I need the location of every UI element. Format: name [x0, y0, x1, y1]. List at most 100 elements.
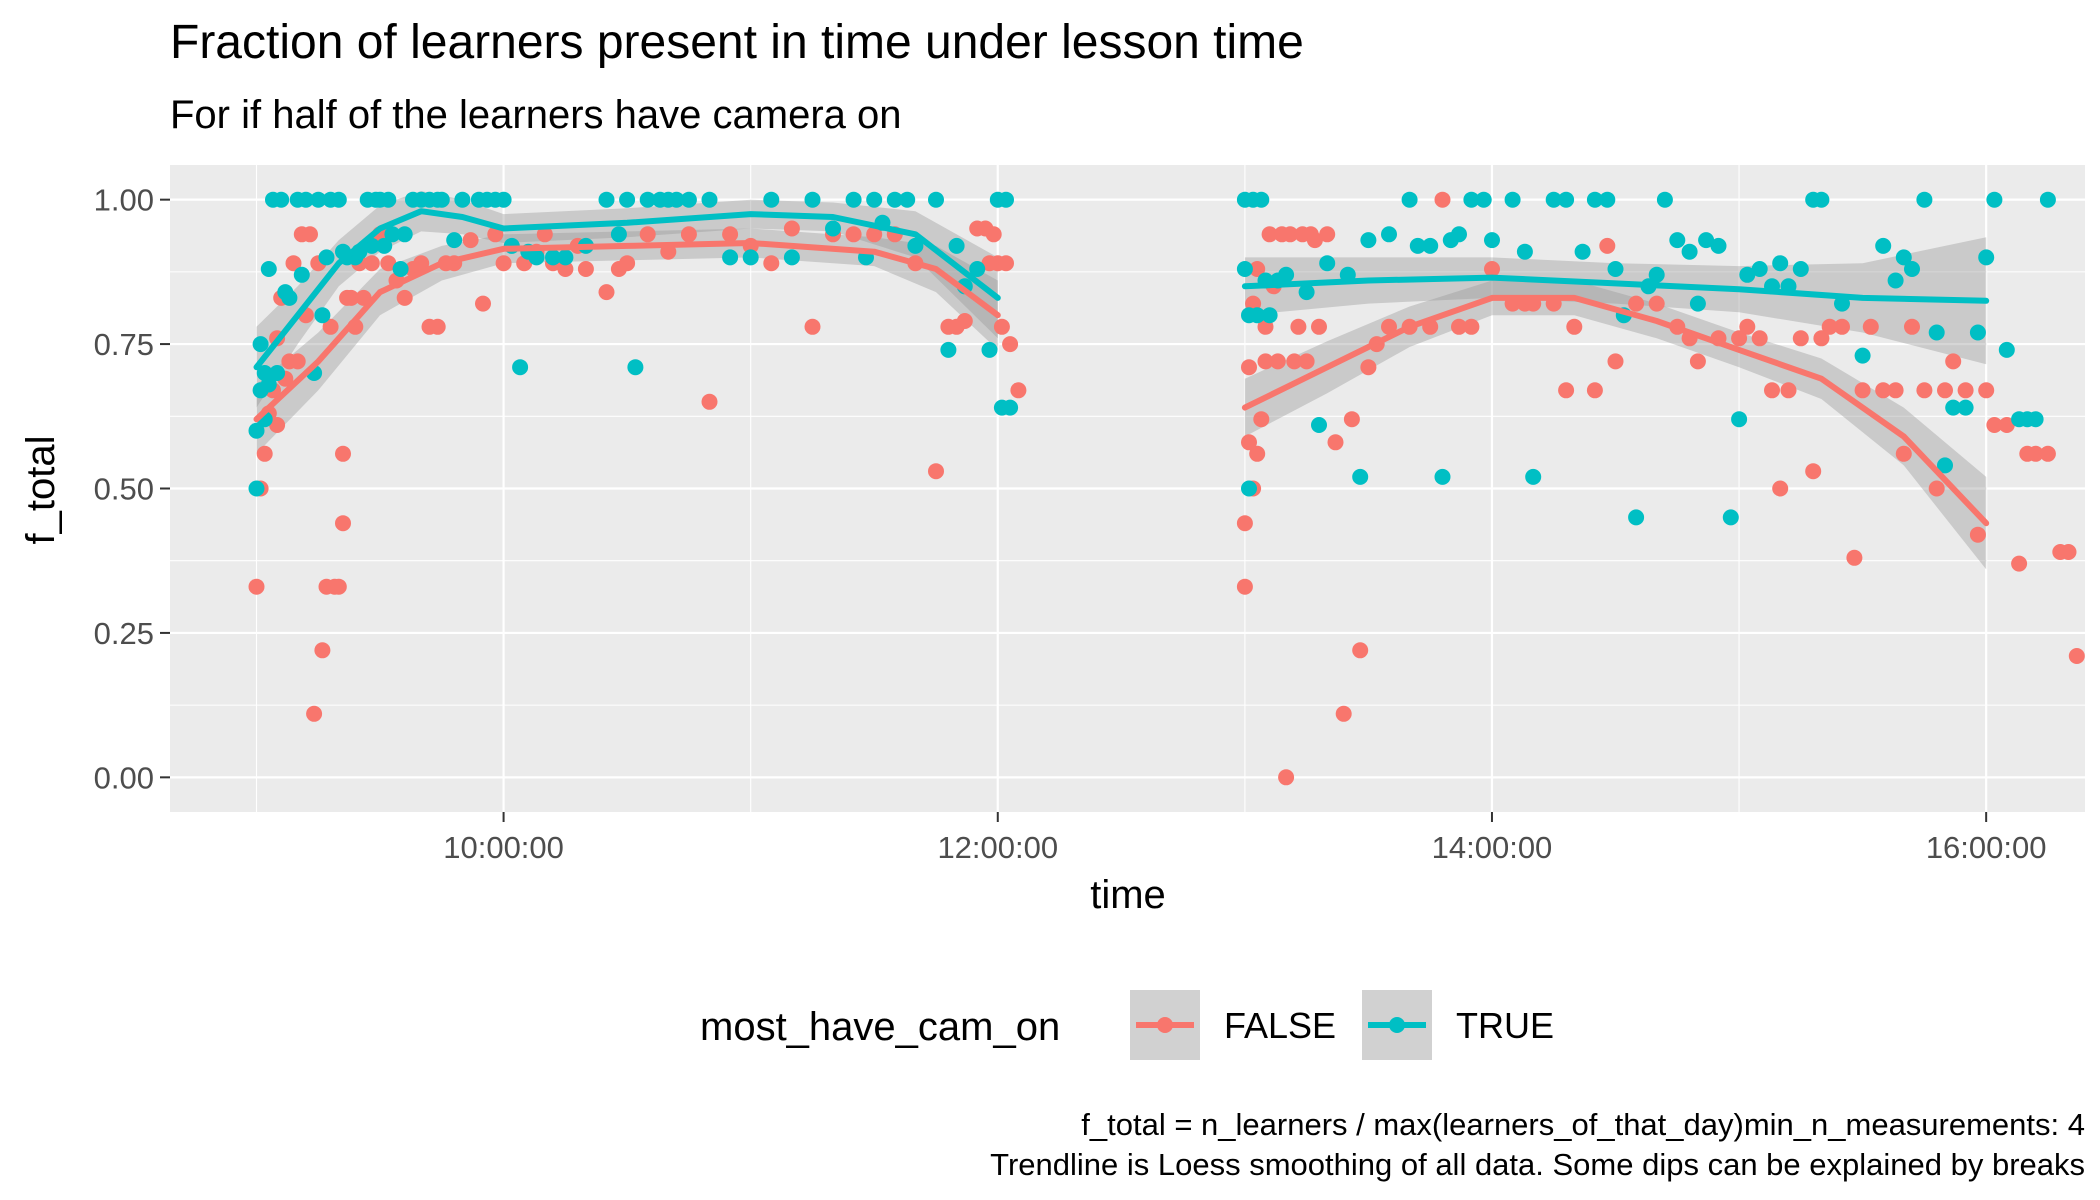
data-point-false — [1895, 445, 1912, 462]
data-point-true — [1957, 399, 1974, 416]
data-point-false — [1286, 353, 1303, 370]
data-point-false — [248, 578, 265, 595]
data-point-true — [610, 226, 627, 243]
x-tick-label: 14:00:00 — [1432, 830, 1553, 865]
legend-key-point — [1389, 1017, 1405, 1033]
data-point-false — [1257, 353, 1274, 370]
data-point-false — [619, 255, 636, 272]
data-point-false — [866, 226, 883, 243]
data-point-true — [557, 249, 574, 266]
data-point-true — [1574, 243, 1591, 260]
data-point-true — [376, 237, 393, 254]
data-point-false — [1875, 382, 1892, 399]
data-point-false — [2060, 544, 2077, 560]
data-point-false — [1805, 463, 1822, 480]
data-point-true — [545, 249, 561, 266]
y-tick-label: 0.25 — [94, 616, 154, 651]
data-point-false — [1904, 318, 1920, 335]
data-point-false — [1278, 769, 1295, 786]
data-point-true — [1422, 237, 1439, 254]
data-point-true — [1352, 468, 1369, 485]
data-point-false — [495, 255, 512, 272]
data-point-false — [1945, 353, 1962, 370]
data-point-true — [969, 261, 986, 277]
data-point-true — [1722, 509, 1739, 526]
y-tick-label: 0.75 — [94, 327, 154, 362]
data-point-false — [1689, 353, 1706, 370]
data-point-true — [396, 226, 413, 243]
data-point-false — [2027, 445, 2044, 462]
data-point-false — [1311, 318, 1327, 335]
data-point-true — [318, 249, 335, 266]
data-point-false — [306, 705, 323, 722]
data-point-false — [639, 226, 656, 243]
data-point-false — [1607, 353, 1624, 370]
data-point-true — [528, 249, 545, 266]
data-point-false — [1249, 445, 1266, 462]
data-point-false — [1764, 382, 1780, 399]
data-point-false — [985, 226, 1002, 243]
legend-item-false: FALSE — [1130, 990, 1336, 1060]
data-point-false — [722, 226, 739, 243]
data-point-true — [1751, 261, 1768, 277]
data-point-false — [1298, 353, 1315, 370]
data-point-false — [429, 318, 446, 335]
data-point-true — [281, 289, 298, 306]
x-tick-label: 12:00:00 — [937, 830, 1058, 865]
data-point-true — [310, 191, 327, 208]
data-point-false — [302, 226, 318, 243]
data-point-true — [1516, 243, 1533, 260]
data-point-false — [1928, 480, 1945, 497]
data-point-true — [866, 191, 883, 208]
data-point-false — [1916, 382, 1933, 399]
x-axis-label: time — [1090, 873, 1166, 917]
data-point-false — [1261, 226, 1278, 243]
data-point-true — [1681, 243, 1698, 260]
data-point-false — [2011, 555, 2028, 572]
data-point-true — [1311, 417, 1327, 433]
data-point-true — [1689, 295, 1706, 312]
data-point-true — [1887, 272, 1904, 289]
data-point-true — [981, 341, 998, 358]
data-point-false — [1360, 359, 1377, 376]
data-point-false — [330, 578, 347, 595]
data-point-true — [2039, 191, 2056, 208]
data-point-true — [886, 191, 903, 208]
trend-line-false — [1241, 294, 1990, 527]
legend-label: TRUE — [1456, 1005, 1554, 1046]
data-point-true — [763, 191, 780, 208]
data-point-false — [1002, 336, 1019, 353]
data-point-false — [845, 226, 862, 243]
data-point-true — [1434, 468, 1451, 485]
data-point-false — [1484, 261, 1500, 277]
data-point-true — [1298, 284, 1315, 301]
data-point-true — [1236, 261, 1253, 277]
data-point-false — [1862, 318, 1879, 335]
data-point-false — [993, 318, 1010, 335]
data-point-false — [1290, 318, 1307, 335]
data-point-true — [495, 191, 512, 208]
data-point-false — [2039, 445, 2056, 462]
data-point-true — [1895, 249, 1912, 266]
data-point-true — [1916, 191, 1933, 208]
data-point-true — [1253, 191, 1270, 208]
data-point-true — [1986, 191, 2003, 208]
data-point-true — [1278, 266, 1295, 283]
data-point-false — [536, 226, 553, 243]
data-point-false — [804, 318, 821, 335]
data-point-true — [1409, 237, 1426, 254]
data-point-true — [380, 191, 397, 208]
data-point-true — [627, 359, 644, 376]
data-point-false — [701, 393, 718, 410]
data-point-true — [314, 307, 331, 324]
data-point-false — [1998, 417, 2015, 433]
data-point-false — [928, 463, 944, 480]
data-point-false — [1352, 642, 1369, 659]
axes: 0.00 0.25 0.50 0.75 1.00 10:00:00 12:00:00 14:0… — [94, 183, 2047, 865]
data-point-true — [1241, 480, 1257, 497]
data-point-true — [1599, 191, 1616, 208]
data-point-false — [1731, 330, 1748, 347]
data-point-false — [1434, 191, 1451, 208]
y-tick-label: 1.00 — [94, 183, 154, 218]
